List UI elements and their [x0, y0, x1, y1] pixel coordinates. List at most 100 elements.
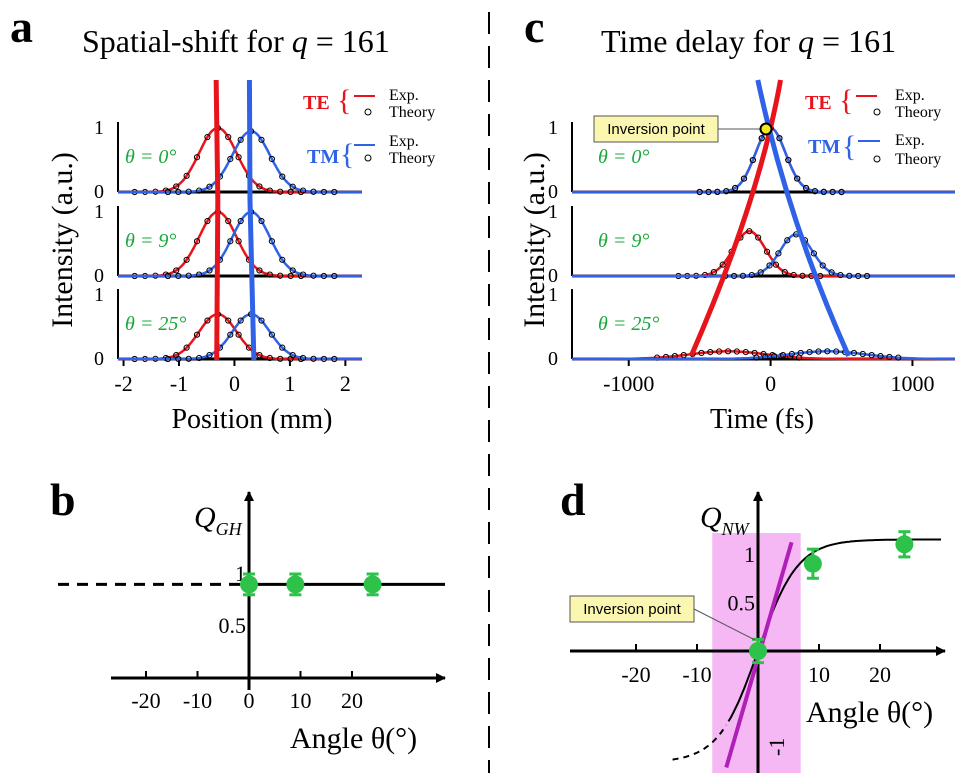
- legend-tm-theory-marker: [364, 154, 372, 162]
- ytick-label: 1: [235, 561, 246, 586]
- ytick-label: 1: [548, 201, 558, 223]
- legend-tm-exp-text: Exp.: [895, 132, 925, 149]
- theory-point: [175, 355, 182, 363]
- theory-point: [206, 267, 213, 274]
- theory-point: [193, 331, 201, 338]
- theory-point: [320, 355, 327, 363]
- xtick-label: -1: [170, 371, 188, 396]
- data-point: [803, 554, 822, 573]
- theory-point: [788, 350, 795, 358]
- theory-point: [698, 349, 705, 357]
- theory-point: [730, 272, 738, 280]
- legend-te-brace: {: [839, 84, 853, 117]
- theory-point: [895, 354, 902, 361]
- theory-point: [714, 188, 721, 195]
- panel-b: b QGH Angle θ(°) -20 -10 0 10 20 1 0.5: [50, 474, 446, 755]
- theory-point: [193, 154, 201, 161]
- ytick-label: 0: [94, 181, 104, 203]
- theory-point: [757, 269, 764, 276]
- te-delay-track: [688, 79, 783, 357]
- theory-point: [225, 317, 232, 324]
- panel-a-xlabel: Position (mm): [171, 404, 332, 435]
- theory-point: [746, 228, 753, 235]
- theory-point: [710, 269, 717, 276]
- panel-c-legend: TE { Exp. Theory TM { Exp. Theory: [805, 84, 941, 168]
- data-point: [286, 575, 305, 594]
- theory-point: [277, 355, 284, 362]
- angle-label: θ = 25°: [125, 313, 186, 335]
- panel-a-ylabel: Intensity (a.u.): [46, 152, 79, 328]
- angle-label: θ = 25°: [598, 313, 659, 335]
- panel-letter-a: a: [10, 1, 33, 52]
- ytick-label: 0: [94, 348, 104, 370]
- theory-point: [268, 238, 275, 245]
- panel-letter-b: b: [50, 474, 76, 525]
- ytick-label: 1: [744, 542, 755, 567]
- xtick-label: 0: [244, 688, 255, 713]
- theory-point: [799, 272, 806, 279]
- angle-label: θ = 0°: [598, 146, 649, 168]
- theory-point: [196, 187, 203, 194]
- panel-a-title: Spatial-shift for q = 161: [82, 23, 390, 59]
- theory-point: [755, 234, 762, 241]
- theory-point: [204, 317, 211, 324]
- legend-te-theory-marker: [364, 108, 372, 116]
- panel-c-xlabel: Time (fs): [710, 404, 814, 435]
- theory-point: [225, 133, 232, 141]
- panel-letter-d: d: [560, 474, 586, 525]
- theory-point: [771, 352, 778, 360]
- theory-point: [268, 155, 275, 163]
- legend-tm-theory-marker: [873, 155, 881, 163]
- xtick-label: 1: [284, 371, 295, 396]
- ytick-label: 1: [94, 284, 104, 306]
- theory-point: [696, 188, 703, 196]
- ytick-label: 0.5: [219, 613, 247, 638]
- ytick-label: 0: [94, 265, 104, 287]
- xtick-label: -20: [131, 688, 160, 713]
- theory-point: [299, 354, 307, 362]
- theory-point: [763, 248, 771, 255]
- xtick-label: 10: [290, 688, 312, 713]
- theory-point: [193, 238, 201, 245]
- theory-point: [279, 344, 286, 351]
- panel-a-plot: 10θ = 0°10θ = 9°10θ = 25°-2 -1 0 1 2: [94, 79, 362, 396]
- ytick-label: 0: [548, 181, 558, 203]
- panel-c-plot: 10θ = 0°10θ = 9°10θ = 25°-1000 0 1000: [548, 79, 955, 396]
- panel-d-xlabel: Angle θ(°): [806, 696, 933, 729]
- data-point: [749, 642, 767, 660]
- theory-point: [749, 156, 756, 164]
- legend-te-brace: {: [337, 84, 351, 117]
- xtick-label: 0: [229, 371, 240, 396]
- panel-letter-c: c: [524, 1, 544, 52]
- legend-te-label: TE: [805, 92, 832, 114]
- theory-point: [299, 271, 307, 278]
- ytick-label: 0.5: [728, 591, 756, 616]
- theory-point: [742, 349, 749, 356]
- theory-point: [819, 262, 826, 269]
- theory-point: [779, 351, 787, 359]
- legend-tm-theory-text: Theory: [389, 150, 435, 167]
- theory-point: [289, 183, 296, 190]
- theory-point: [258, 136, 265, 143]
- theory-point: [716, 348, 723, 355]
- callout-box: [569, 595, 695, 623]
- theory-point: [320, 272, 327, 280]
- ytick-label: -1: [764, 738, 789, 756]
- legend-te-theory-marker: [873, 108, 881, 116]
- theory-point: [766, 262, 773, 269]
- theory-point: [724, 348, 732, 355]
- theory-point: [331, 272, 338, 280]
- ytick-label: 1: [94, 201, 104, 223]
- theory-point: [175, 272, 182, 280]
- theory-point: [164, 188, 172, 196]
- theory-point: [235, 331, 242, 338]
- legend-tm-brace: {: [842, 130, 856, 163]
- panel-b-plot: -20 -10 0 10 20 1 0.5: [58, 491, 446, 713]
- theory-point: [719, 261, 726, 268]
- theory-point: [175, 188, 182, 196]
- theory-point: [268, 331, 275, 338]
- legend-tm-theory-text: Theory: [895, 151, 941, 168]
- theory-point: [227, 155, 234, 163]
- theory-point: [310, 355, 317, 362]
